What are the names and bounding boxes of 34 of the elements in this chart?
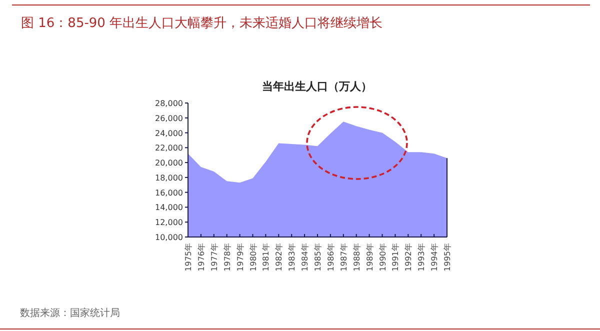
x-tick-label: 1978年 xyxy=(222,243,232,272)
x-tick-label: 1984年 xyxy=(300,243,310,272)
x-tick-label: 1977年 xyxy=(210,243,219,272)
source-note: 数据来源：国家统计局 xyxy=(20,307,120,319)
x-tick-label: 1991年 xyxy=(391,243,400,272)
x-tick-label: 1981年 xyxy=(262,243,271,272)
x-tick-label: 1992年 xyxy=(404,243,414,272)
y-tick-label: 16,000 xyxy=(155,188,183,198)
x-tick-label: 1976年 xyxy=(196,243,206,272)
y-tick-label: 22,000 xyxy=(155,144,183,153)
y-tick-label: 24,000 xyxy=(155,128,183,138)
y-tick-label: 28,000 xyxy=(155,99,183,108)
x-tick-label: 1982年 xyxy=(274,243,284,272)
x-tick-label: 1988年 xyxy=(352,243,362,272)
y-tick-label: 14,000 xyxy=(155,203,183,212)
x-tick-label: 1975年 xyxy=(184,243,193,272)
x-tick-label: 1983年 xyxy=(288,243,297,272)
x-tick-label: 1993年 xyxy=(417,243,426,272)
y-tick-label: 26,000 xyxy=(155,114,183,123)
chart-title: 图 16：85-90 年出生人口大幅攀升，未来适婚人口将继续增长 xyxy=(21,16,383,31)
x-tick-label: 1994年 xyxy=(430,243,440,272)
chart-subtitle: 当年出生人口（万人） xyxy=(262,80,372,93)
x-tick-label: 1990年 xyxy=(378,243,388,272)
x-tick-label: 1985年 xyxy=(314,243,322,272)
y-tick-label: 12,000 xyxy=(155,218,183,228)
x-tick-label: 1979年 xyxy=(236,243,245,272)
x-tick-label: 1986年 xyxy=(326,243,336,272)
y-tick-label: 20,000 xyxy=(155,158,183,168)
y-tick-label: 18,000 xyxy=(155,173,183,182)
x-tick-label: 1980年 xyxy=(248,243,258,272)
x-tick-label: 1989年 xyxy=(365,243,374,272)
x-tick-label: 1987年 xyxy=(339,243,348,272)
x-tick-label: 1995年 xyxy=(443,243,452,272)
y-tick-label: 10,000 xyxy=(155,233,183,242)
